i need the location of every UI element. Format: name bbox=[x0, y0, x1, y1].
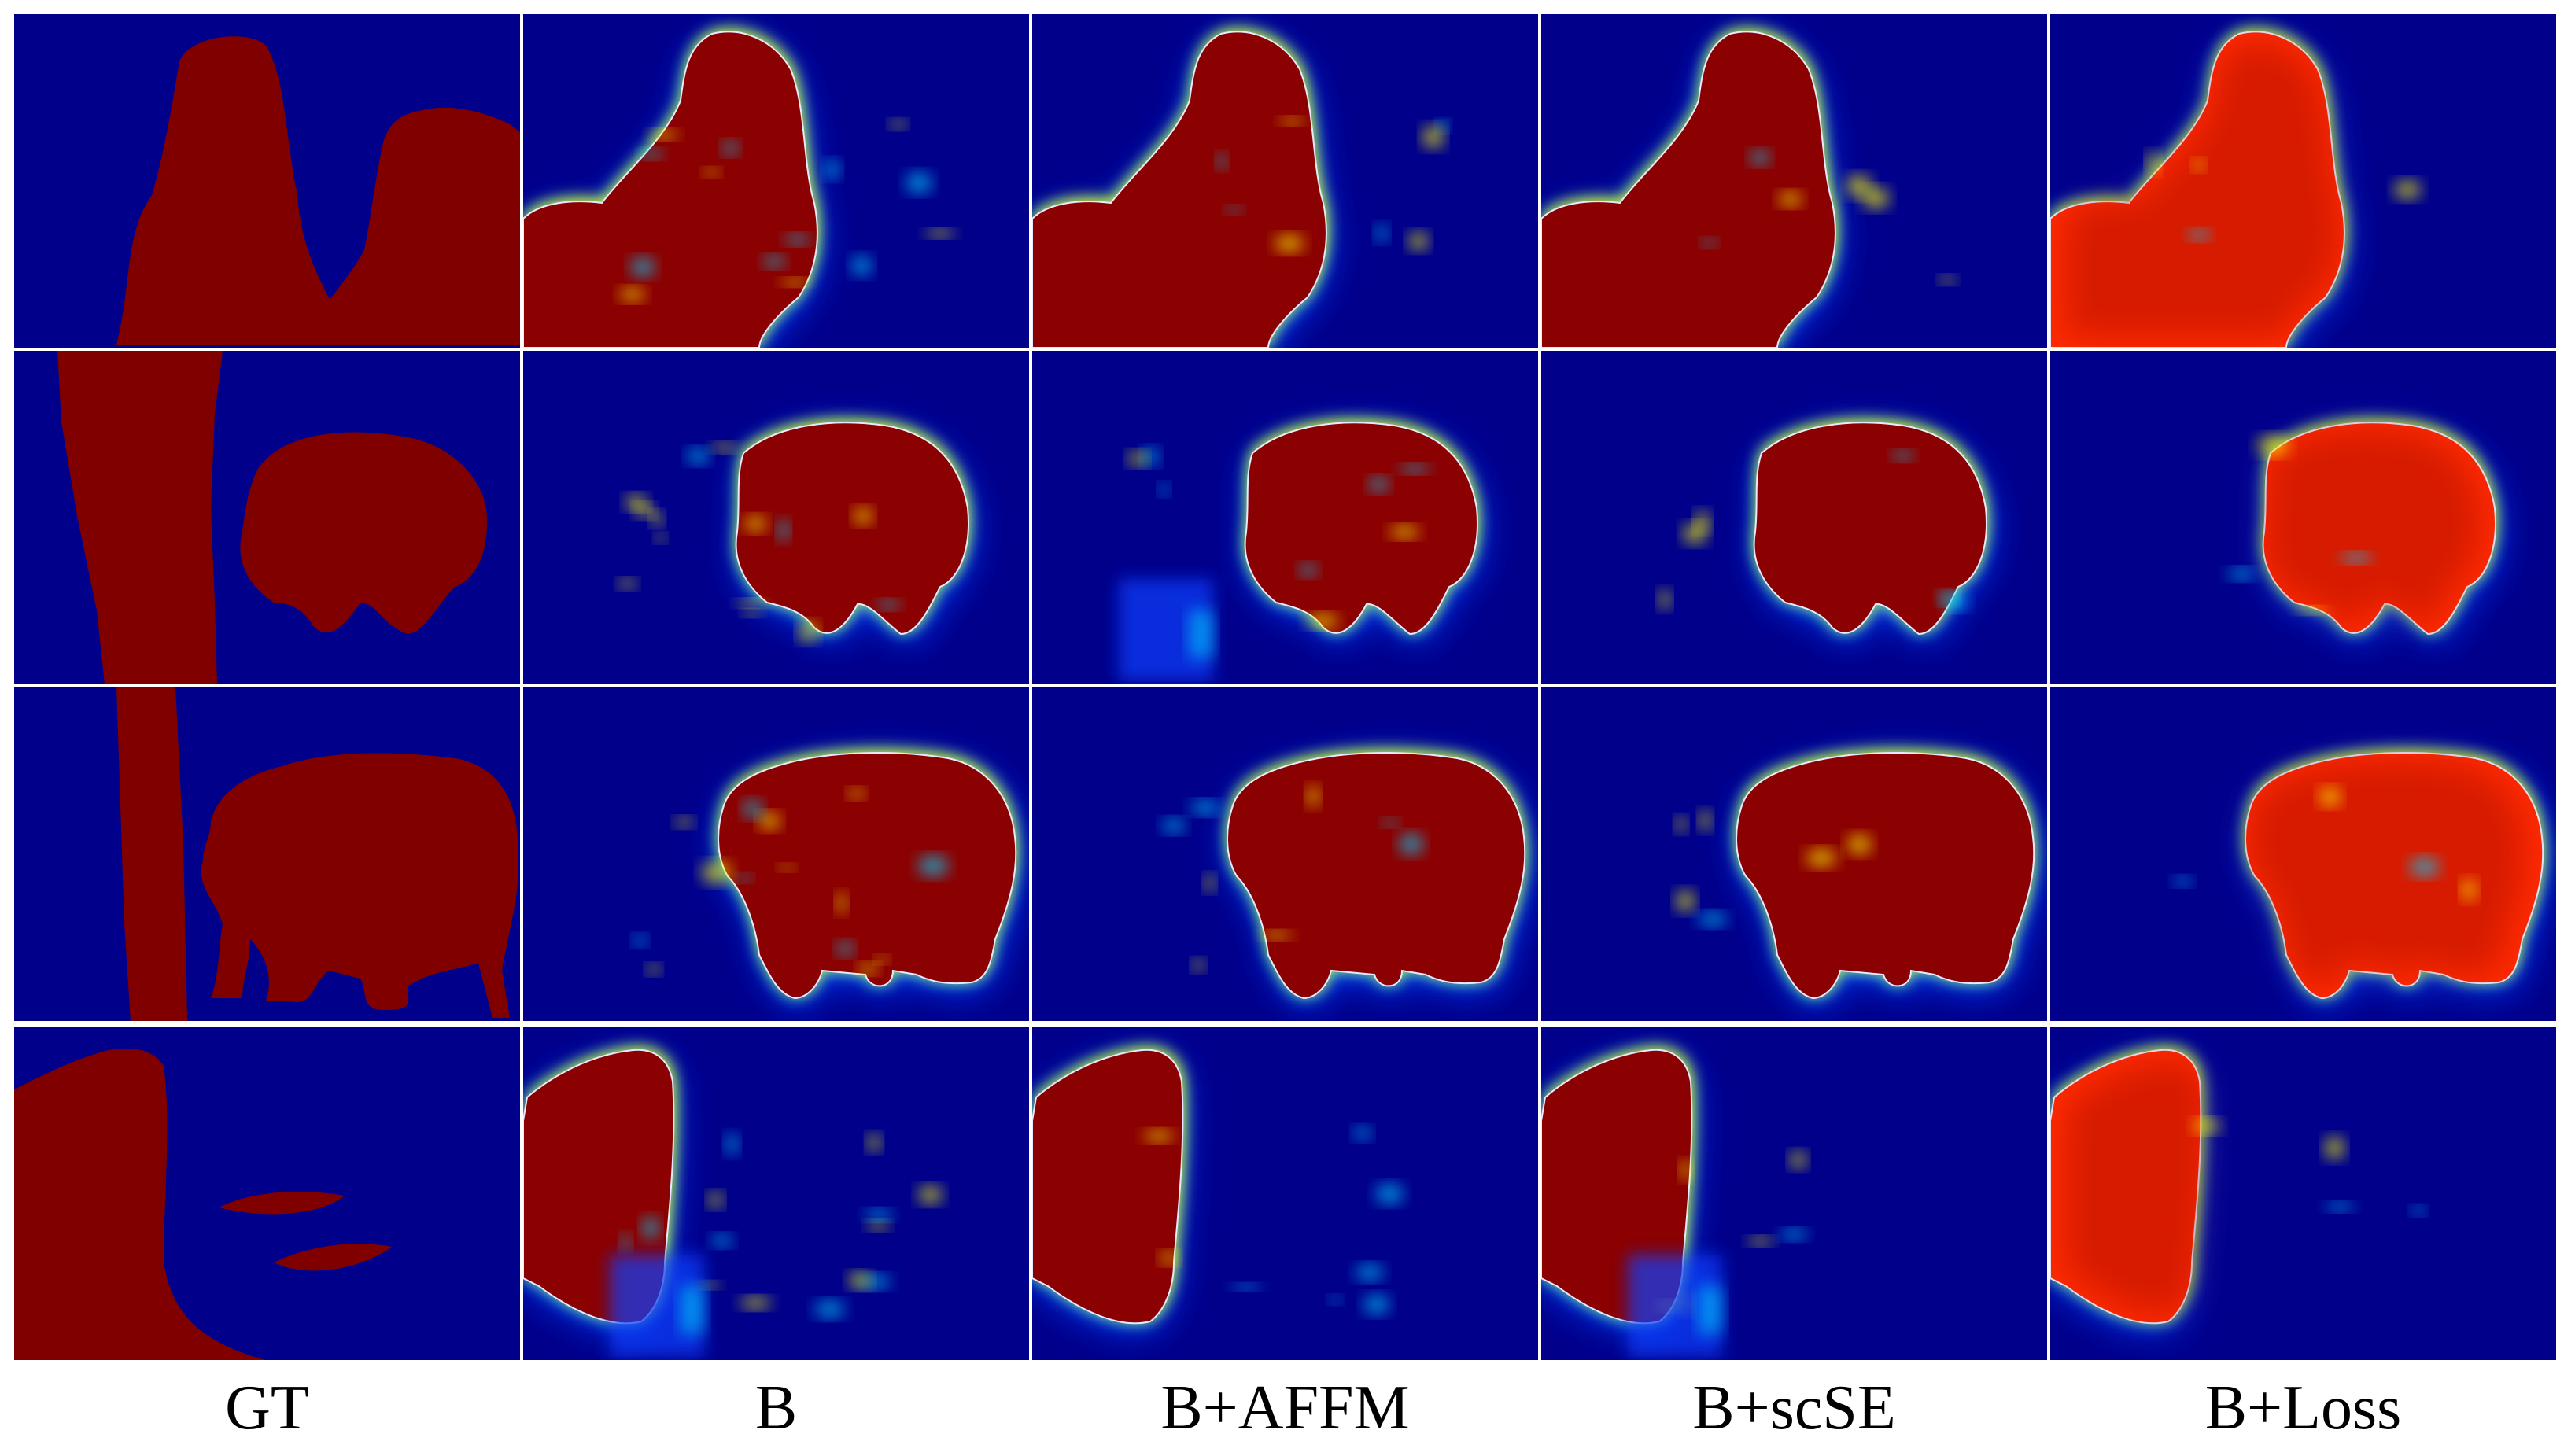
gt-mask-row-1 bbox=[116, 36, 520, 345]
heatmap-row-4-col-2 bbox=[523, 1047, 943, 1357]
grid-line-vertical bbox=[1538, 14, 1541, 1360]
gt-region bbox=[57, 351, 223, 684]
gt-region bbox=[14, 1048, 266, 1360]
gt-mask-row-2 bbox=[57, 351, 487, 684]
heatmap-row-4-col-5 bbox=[2050, 1047, 2426, 1332]
heatmap-row-1-col-3 bbox=[1032, 29, 1449, 348]
grid-line-horizontal bbox=[14, 684, 2556, 687]
gt-mask-row-4 bbox=[14, 1048, 392, 1360]
heatmap-row-3-col-4 bbox=[1675, 750, 2039, 1006]
prediction-region bbox=[1227, 752, 1526, 1000]
gt-region bbox=[219, 1192, 345, 1215]
gt-mask-row-3 bbox=[116, 687, 518, 1021]
label-gt: GT bbox=[225, 1373, 309, 1443]
gt-region bbox=[116, 36, 345, 345]
prediction-region bbox=[718, 752, 1017, 1000]
gt-region bbox=[297, 107, 520, 345]
gt-region bbox=[201, 753, 518, 1018]
gt-region bbox=[116, 687, 187, 1021]
heatmap-row-1-col-4 bbox=[1541, 29, 1956, 348]
heatmap-row-1-col-2 bbox=[523, 29, 954, 348]
heatmap-row-1-col-5 bbox=[2050, 29, 2421, 348]
heatmap-row-2-col-2 bbox=[618, 419, 973, 642]
heatmap-row-4-col-4 bbox=[1541, 1047, 1807, 1357]
heatmap-row-4-col-3 bbox=[1032, 1047, 1404, 1332]
grid-line-vertical bbox=[2047, 14, 2050, 1360]
grid-lines bbox=[14, 14, 2556, 1360]
grid-line-vertical bbox=[1029, 14, 1032, 1360]
label-b-scse: B+scSE bbox=[1692, 1373, 1896, 1443]
grid-line-horizontal bbox=[14, 348, 2556, 350]
heatmap-row-2-col-5 bbox=[2227, 419, 2500, 642]
heatmap-row-2-col-3 bbox=[1119, 419, 1482, 681]
prediction-region bbox=[1244, 422, 1478, 636]
prediction-region bbox=[1032, 1049, 1184, 1325]
gt-region bbox=[274, 1244, 392, 1271]
grid-line-vertical bbox=[520, 14, 523, 1360]
gt-region bbox=[240, 432, 487, 634]
heatmap-row-3-col-3 bbox=[1162, 750, 1530, 1006]
label-b-loss: B+Loss bbox=[2204, 1373, 2402, 1443]
prediction-region bbox=[735, 422, 969, 636]
grid-line-horizontal bbox=[14, 1023, 2556, 1026]
prediction-region bbox=[1032, 31, 1327, 348]
heatmap-row-3-col-2 bbox=[633, 750, 1021, 1006]
heatmap-row-2-col-4 bbox=[1658, 419, 1991, 642]
prediction-region bbox=[1541, 31, 1836, 348]
label-b-affm: B+AFFM bbox=[1160, 1373, 1410, 1443]
prediction-region bbox=[523, 31, 818, 348]
label-b: B bbox=[754, 1373, 798, 1443]
prediction-region bbox=[1753, 422, 1987, 636]
prediction-region bbox=[1736, 752, 2035, 1000]
heatmap-row-3-col-5 bbox=[2173, 750, 2548, 1006]
